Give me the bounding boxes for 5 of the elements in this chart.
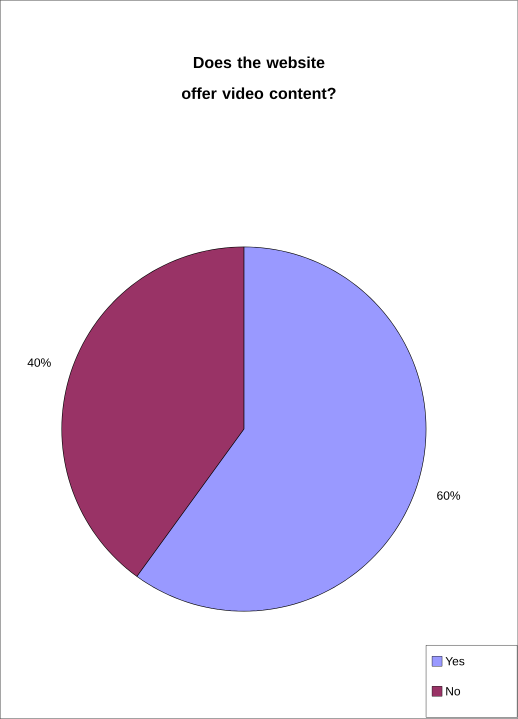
chart-title: Does the website offer video content?: [182, 56, 336, 100]
data-label: 40%: [28, 358, 51, 367]
legend-label: Yes: [446, 657, 464, 666]
legend-label: No: [446, 687, 460, 696]
data-label: 60%: [437, 491, 460, 500]
